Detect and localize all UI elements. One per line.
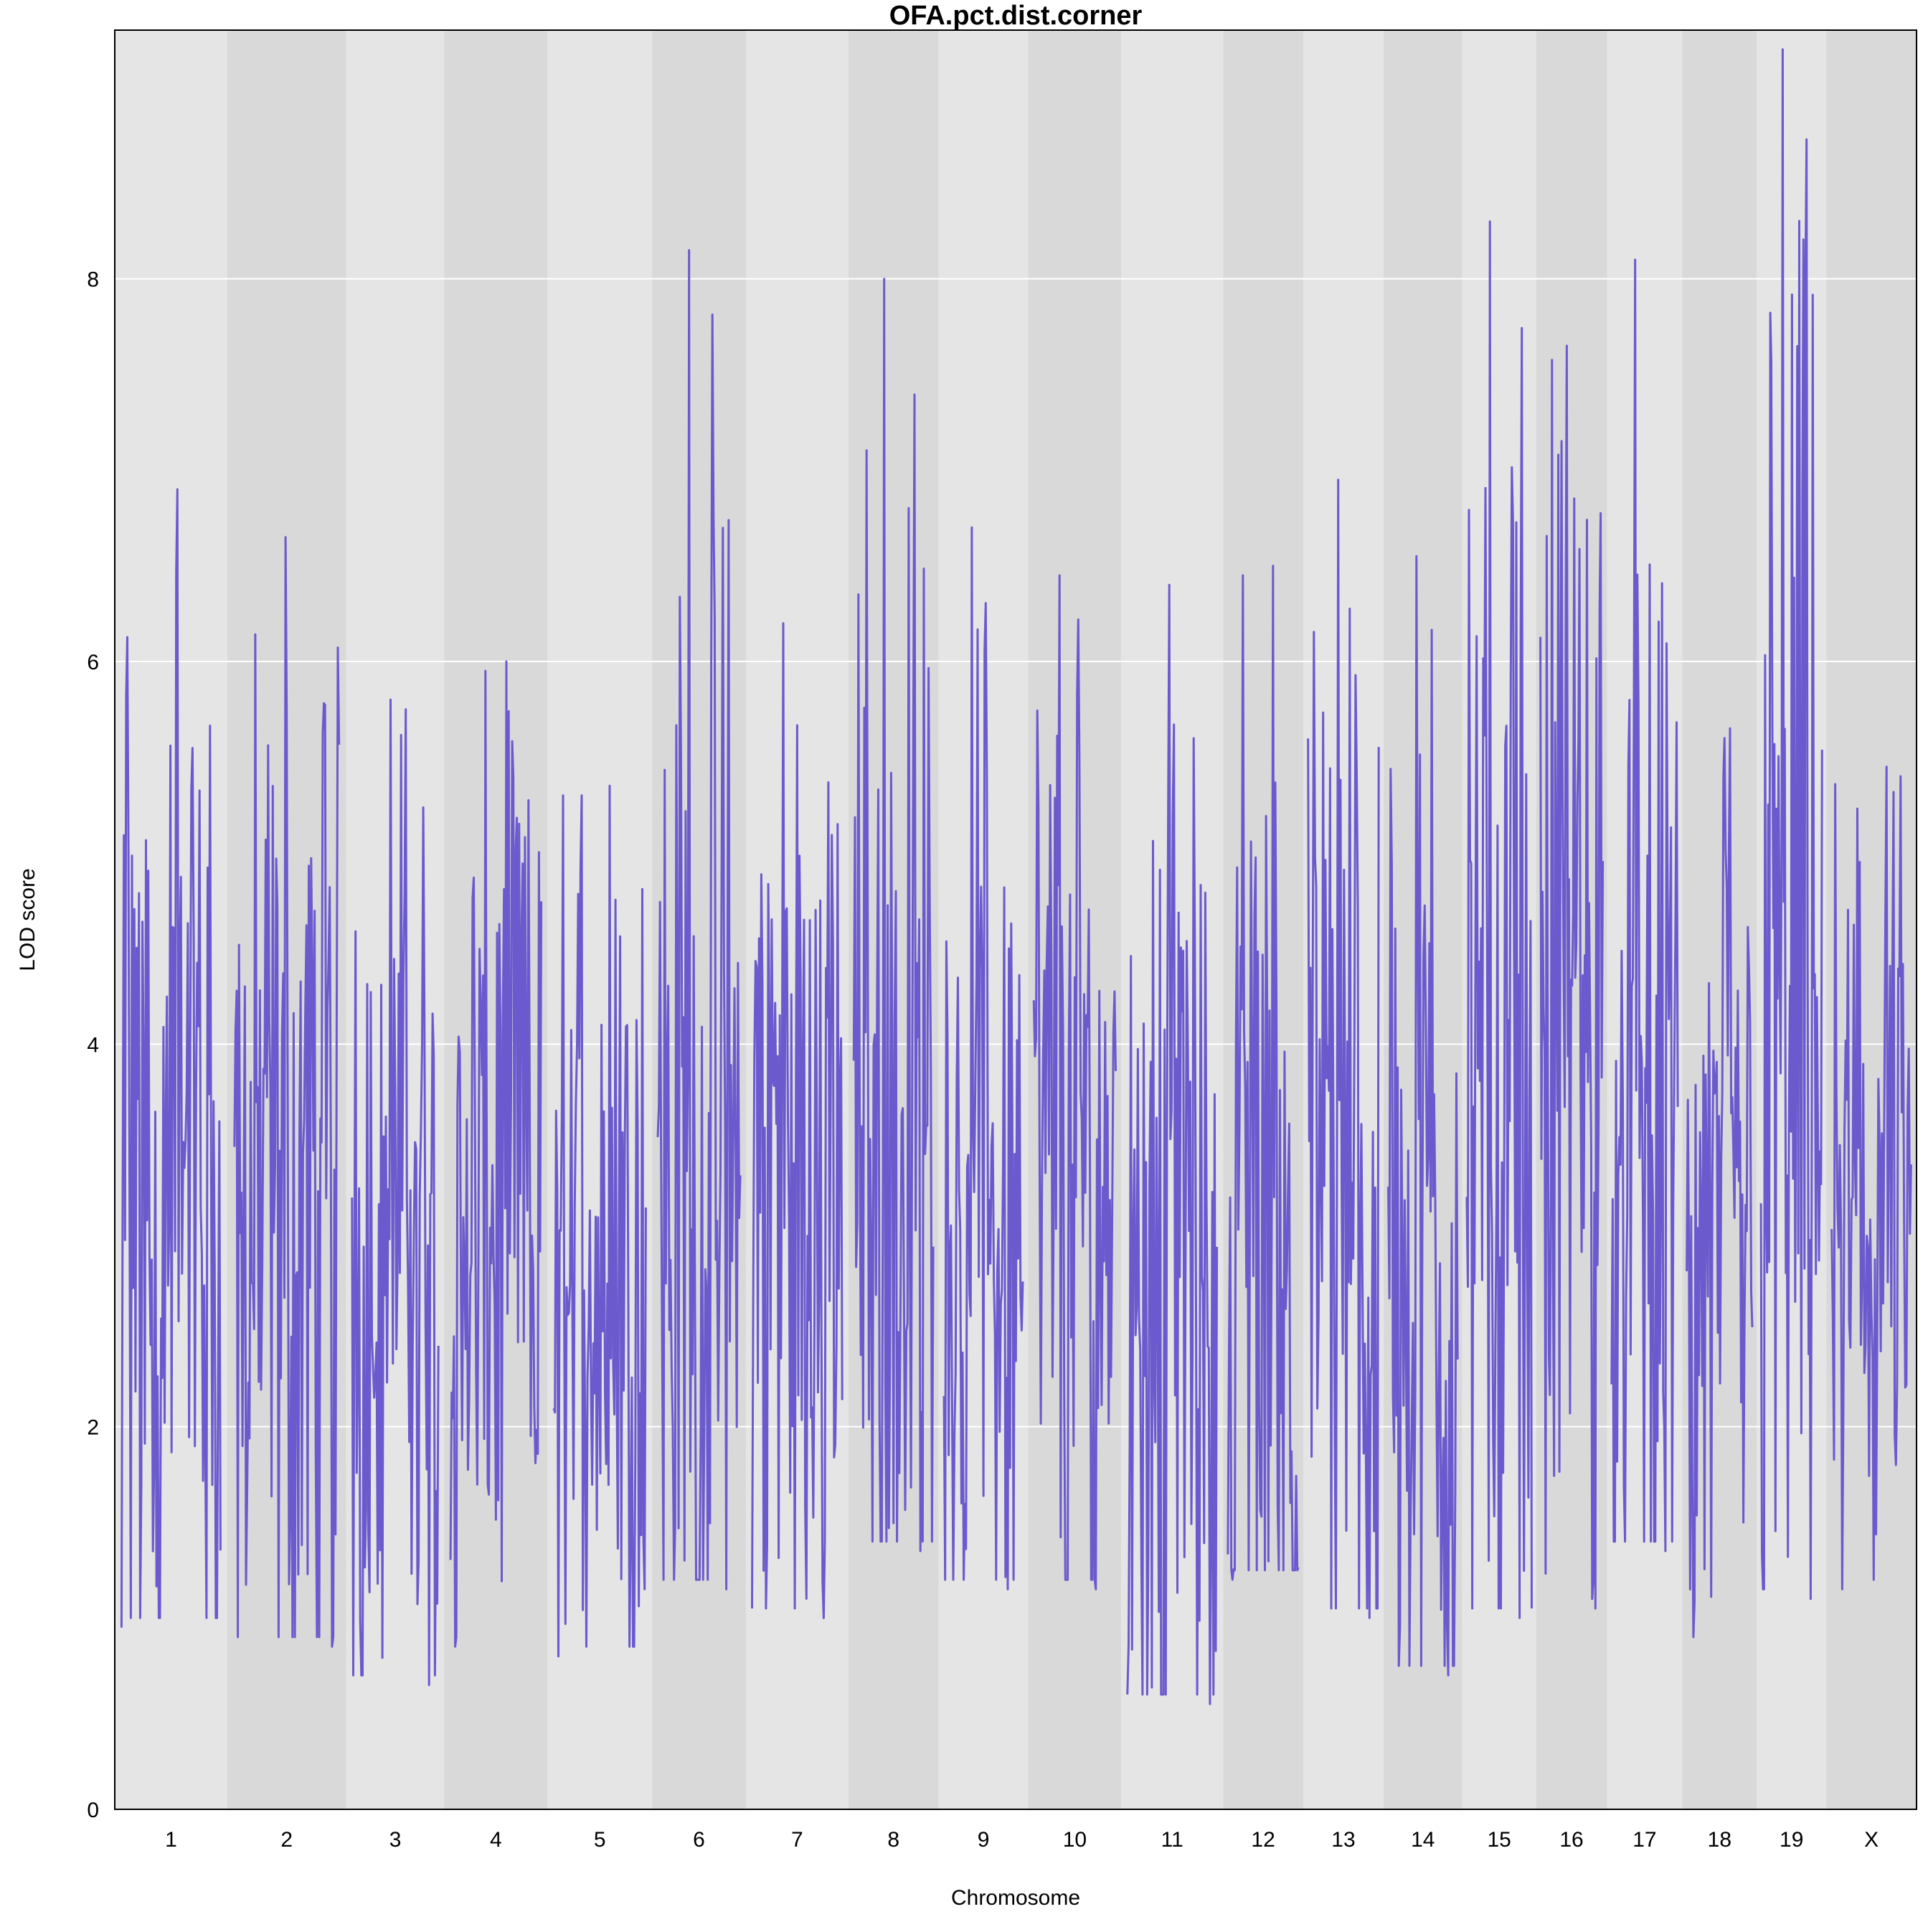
- chart-title: OFA.pct.dist.corner: [889, 1, 1143, 31]
- lod-line-chr-19: [1759, 48, 1823, 1601]
- lod-line-chr-3: [351, 698, 440, 1687]
- lod-line-chr-15: [1465, 220, 1533, 1619]
- lod-line-chr-9: [942, 526, 1024, 1591]
- x-tick-label-11: 11: [1161, 1828, 1183, 1852]
- lod-line-chr-18: [1686, 727, 1754, 1639]
- x-tick-label-15: 15: [1488, 1828, 1511, 1852]
- x-tick-label-2: 2: [280, 1828, 293, 1852]
- x-tick-label-4: 4: [490, 1828, 502, 1852]
- lod-series: [120, 48, 1912, 1705]
- x-tick-label-18: 18: [1708, 1828, 1731, 1852]
- lod-line-chr-13: [1307, 479, 1380, 1619]
- x-tick-label-5: 5: [594, 1828, 606, 1852]
- y-axis-label: LOD score: [16, 868, 39, 971]
- y-tick-label-8: 8: [87, 268, 99, 292]
- x-tick-label-3: 3: [389, 1828, 402, 1852]
- x-axis: 1 2 3 4 5 6 7 8 9 10 11 12 13 14 15 16 17 18 19 X: [165, 1828, 1879, 1852]
- lod-line-chr-5: [552, 784, 647, 1658]
- lod-line-chr-17: [1610, 258, 1679, 1552]
- chromosome-band-X: [1826, 30, 1917, 1809]
- lod-line-chr-12: [1227, 565, 1300, 1581]
- lod-line-chr-1: [120, 488, 222, 1628]
- x-tick-label-17: 17: [1632, 1828, 1656, 1852]
- x-tick-label-6: 6: [693, 1828, 705, 1852]
- lod-line-chr-X: [1830, 765, 1912, 1591]
- x-tick-label-10: 10: [1063, 1828, 1087, 1852]
- x-tick-label-9: 9: [978, 1828, 990, 1852]
- x-tick-label-16: 16: [1559, 1828, 1583, 1852]
- lod-line-chr-16: [1539, 344, 1605, 1610]
- lod-line-chr-6: [656, 249, 742, 1591]
- x-tick-label-12: 12: [1251, 1828, 1275, 1852]
- chromosome-band-10: [1028, 30, 1122, 1809]
- y-tick-label-6: 6: [87, 651, 99, 674]
- x-tick-label-8: 8: [887, 1828, 899, 1852]
- lod-line-chr-2: [233, 536, 341, 1648]
- lod-line-chr-4: [449, 660, 543, 1648]
- y-tick-label-2: 2: [87, 1416, 99, 1440]
- lod-line-chr-8: [852, 278, 935, 1552]
- x-tick-label-14: 14: [1411, 1828, 1435, 1852]
- x-tick-label-X: X: [1864, 1828, 1879, 1852]
- x-axis-label: Chromosome: [951, 1886, 1080, 1910]
- lod-line-chr-11: [1126, 583, 1219, 1705]
- lod-line-chr-7: [751, 622, 844, 1619]
- x-tick-label-13: 13: [1331, 1828, 1355, 1852]
- chromosome-band-14: [1383, 30, 1462, 1809]
- plot-frame: [114, 29, 1917, 1810]
- lod-line-chr-10: [1032, 574, 1117, 1591]
- y-tick-label-0: 0: [87, 1799, 99, 1822]
- x-tick-label-1: 1: [165, 1828, 177, 1852]
- y-tick-label-4: 4: [87, 1033, 99, 1057]
- lod-line-chr-14: [1387, 555, 1459, 1677]
- chromosome-band-4: [444, 30, 548, 1809]
- y-axis: 0 2 4 6 8: [87, 268, 99, 1822]
- x-tick-label-7: 7: [791, 1828, 803, 1852]
- x-tick-label-19: 19: [1780, 1828, 1803, 1852]
